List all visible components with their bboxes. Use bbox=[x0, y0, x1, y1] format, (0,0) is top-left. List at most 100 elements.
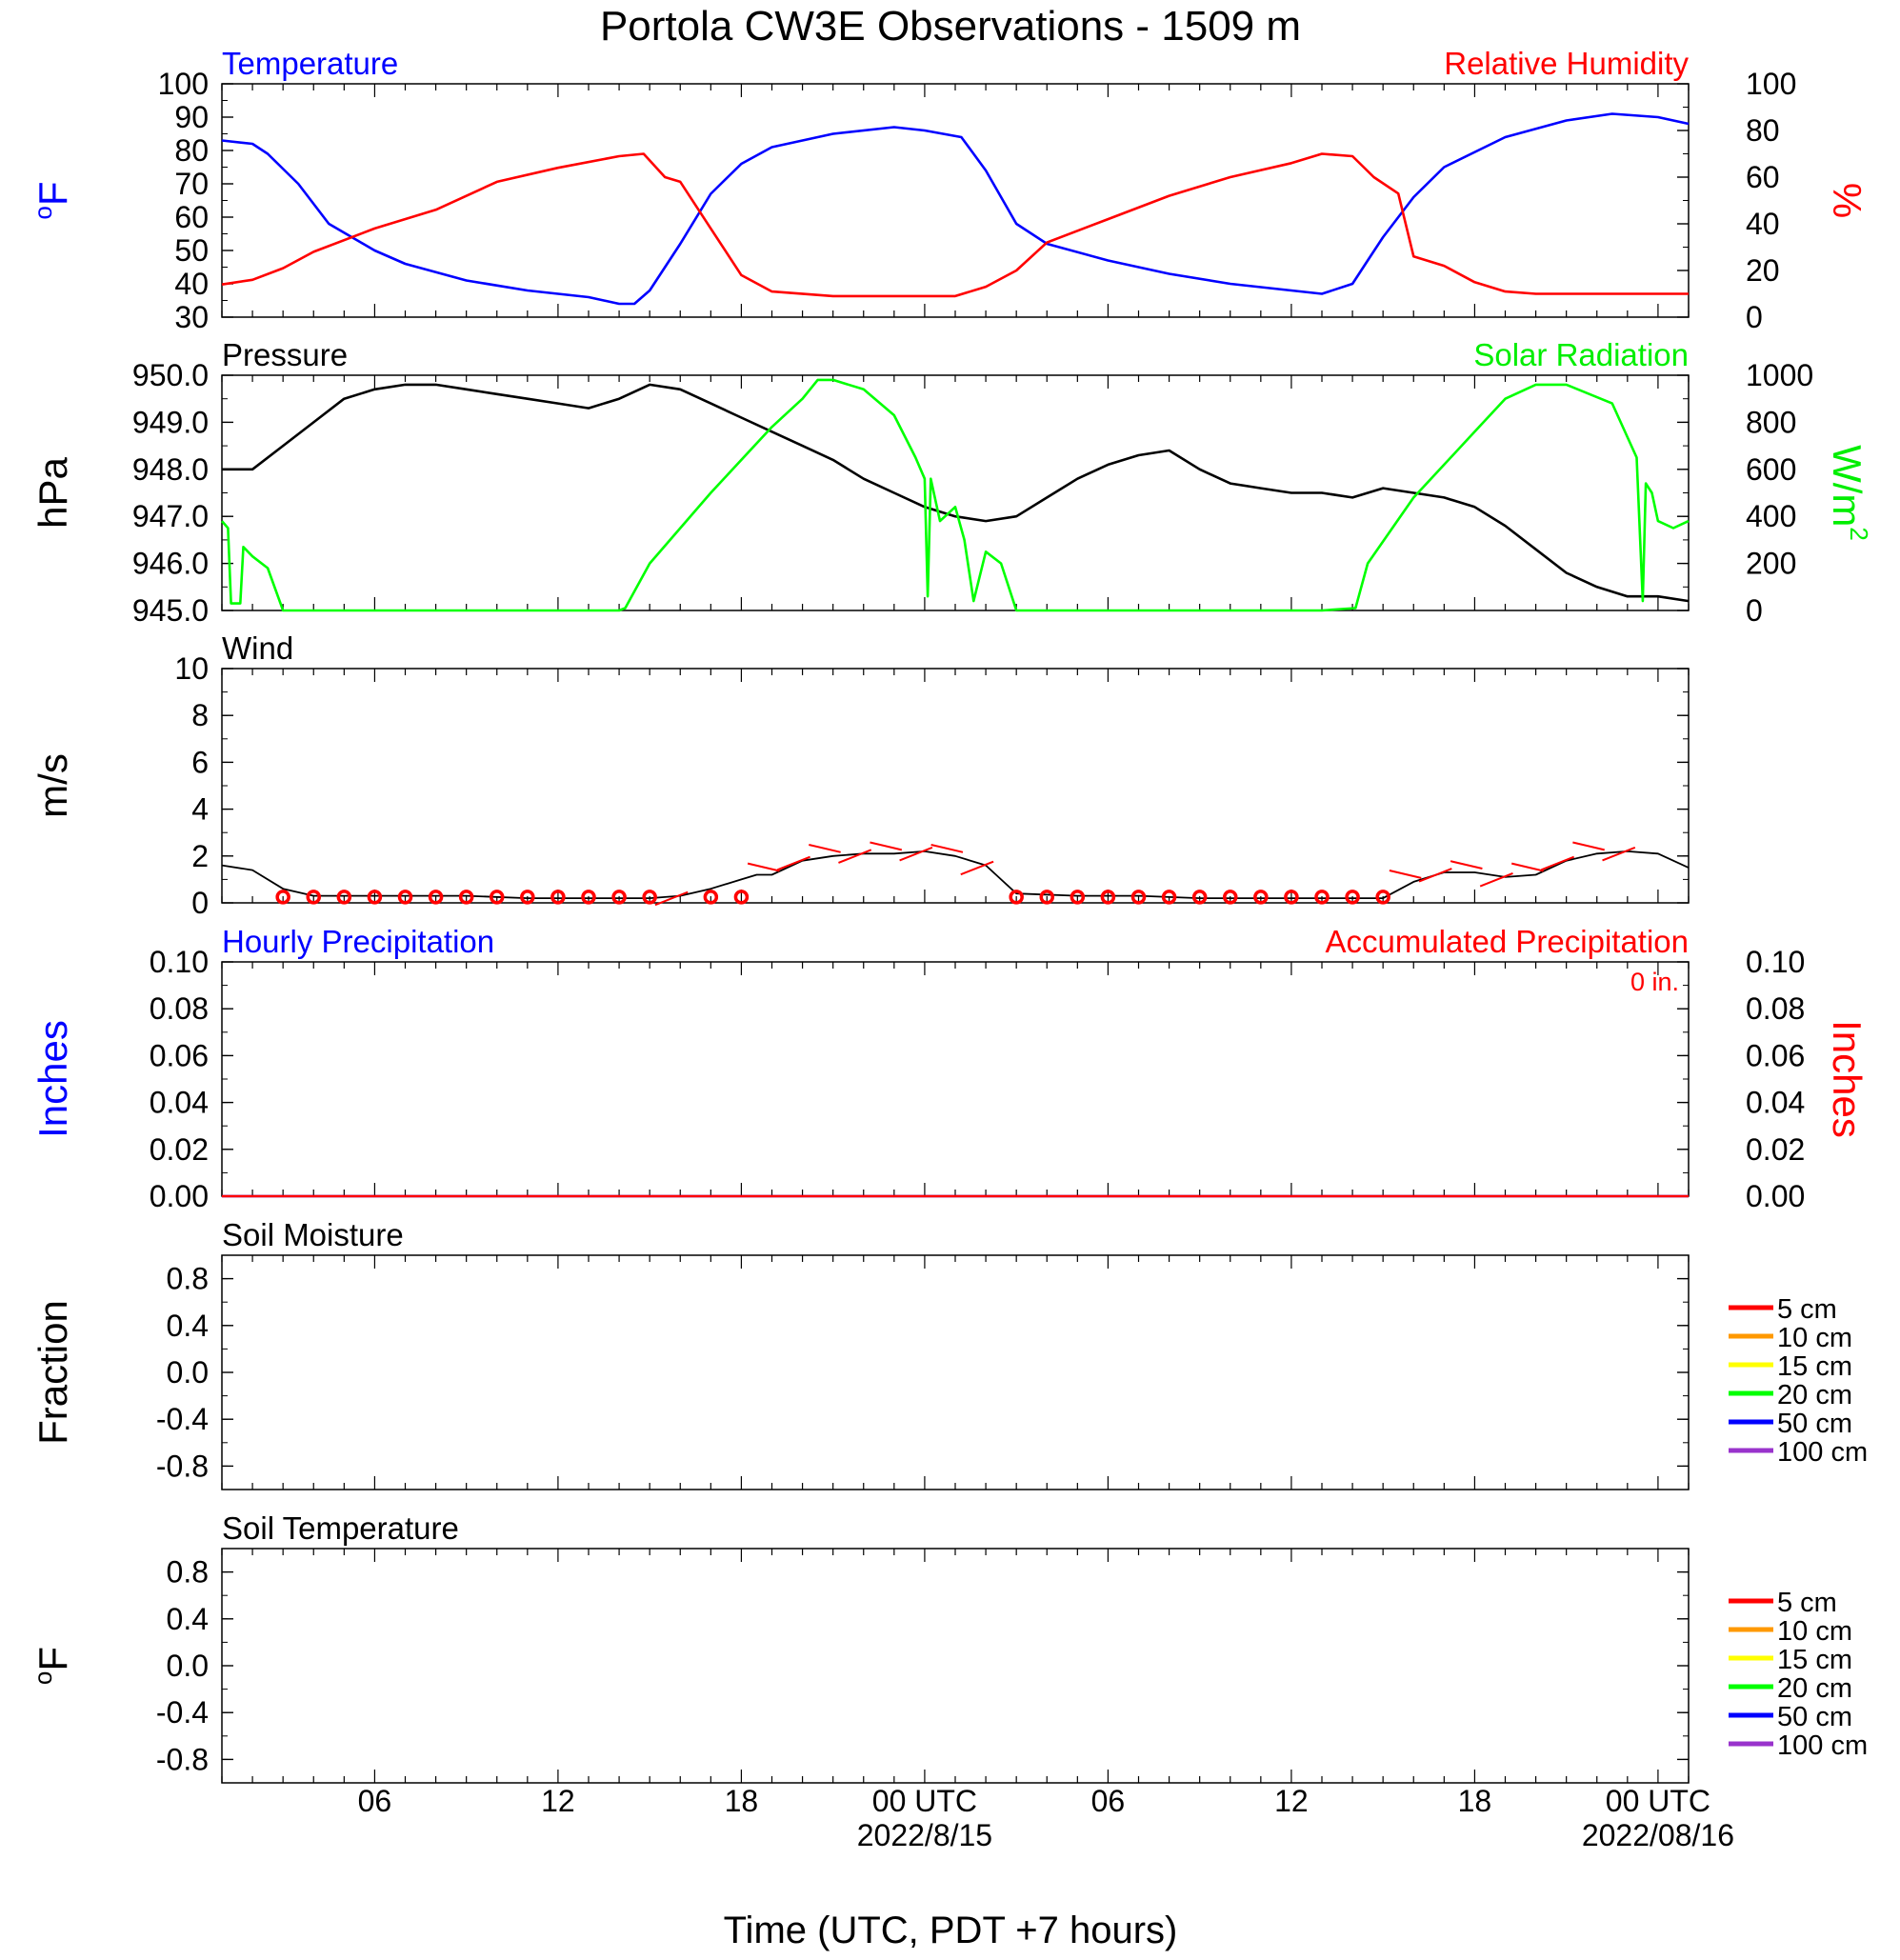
soil-temp-tick-label: 0.4 bbox=[167, 1602, 209, 1636]
calm-wind-marker bbox=[520, 890, 535, 905]
wind-y-label-text: m/s bbox=[30, 753, 75, 818]
solar-right-tick-label: 1000 bbox=[1746, 358, 1813, 392]
rh-right-tick-label: 40 bbox=[1746, 207, 1780, 241]
calm-wind-marker bbox=[1039, 890, 1054, 905]
soil-temp-panel-frame bbox=[221, 1548, 1690, 1784]
soil-temp-legend-label: 50 cm bbox=[1777, 1702, 1852, 1732]
wind-tick-label: 10 bbox=[174, 651, 209, 686]
pressure-tick-label: 945.0 bbox=[132, 593, 209, 628]
soil-moisture-tick-label: -0.4 bbox=[156, 1402, 209, 1436]
soil-moisture-tick-label: 0.0 bbox=[167, 1355, 209, 1390]
calm-wind-marker bbox=[336, 890, 352, 905]
soil-moisture-legend-label: 15 cm bbox=[1777, 1351, 1852, 1382]
panel-title-hourly-precip: Hourly Precipitation bbox=[222, 924, 494, 959]
soil-temp-legend-label: 20 cm bbox=[1777, 1673, 1852, 1704]
wind-barb bbox=[1540, 855, 1575, 871]
temp-tick-label: 90 bbox=[174, 100, 209, 134]
panel-title-pressure: Pressure bbox=[222, 337, 348, 372]
soil-temp-y-label-text: oF bbox=[29, 1647, 75, 1685]
rh-right-tick-label: 100 bbox=[1746, 67, 1796, 101]
soil-moisture-tick-label: 0.4 bbox=[167, 1309, 209, 1343]
wind-tick-label: 8 bbox=[191, 698, 209, 732]
soil-moisture-y-label-text: Fraction bbox=[30, 1300, 75, 1445]
calm-wind-marker bbox=[1284, 890, 1299, 905]
soil-moisture-legend-label: 20 cm bbox=[1777, 1380, 1852, 1410]
solar-right-tick-label: 600 bbox=[1746, 452, 1796, 487]
temp-tick-label: 50 bbox=[174, 233, 209, 268]
chart-title: Portola CW3E Observations - 1509 m bbox=[600, 3, 1301, 50]
soil-temp-legend-label: 5 cm bbox=[1777, 1588, 1837, 1618]
panel-title-wind: Wind bbox=[222, 630, 293, 666]
temperature-line bbox=[221, 112, 1690, 306]
wind-tick-label: 2 bbox=[191, 839, 209, 873]
x-tick-label: 00 UTC bbox=[1606, 1784, 1710, 1818]
soil-temp-tick-label: 0.0 bbox=[167, 1649, 209, 1683]
wind-barb bbox=[1450, 860, 1483, 870]
calm-wind-marker bbox=[1314, 890, 1330, 905]
soil-temp-tick-label: -0.8 bbox=[156, 1742, 209, 1776]
wind-tick-label: 6 bbox=[191, 745, 209, 779]
wind-barb bbox=[1602, 846, 1636, 862]
solar-right-tick-label: 400 bbox=[1746, 499, 1796, 533]
calm-wind-marker bbox=[642, 890, 657, 905]
precip-tick-label: 0.08 bbox=[150, 991, 209, 1026]
panel-title-temperature: Temperature bbox=[222, 46, 398, 81]
precip-right-tick-label: 0.02 bbox=[1746, 1132, 1805, 1167]
soil-moisture-tick-label: 0.8 bbox=[167, 1262, 209, 1296]
precip-left-y-label: Inches bbox=[30, 1020, 75, 1138]
temp-y-label: oF bbox=[29, 181, 75, 219]
soil-moisture-y-label: Fraction bbox=[30, 1300, 75, 1445]
precip-left-y-label-text: Inches bbox=[30, 1020, 75, 1138]
precip-tick-label: 0.10 bbox=[150, 945, 209, 979]
rh-right-tick-label: 80 bbox=[1746, 113, 1780, 148]
panel-title-soil-moisture: Soil Moisture bbox=[222, 1217, 404, 1252]
x-axis-label: Time (UTC, PDT +7 hours) bbox=[724, 1910, 1178, 1951]
x-tick-label: 18 bbox=[1458, 1784, 1492, 1818]
calm-wind-marker bbox=[611, 890, 627, 905]
pressure-y-label-text: hPa bbox=[30, 456, 75, 528]
wind-barb bbox=[1572, 841, 1605, 851]
rh-y-label-text: % bbox=[1825, 183, 1870, 218]
pressure-y-label: hPa bbox=[30, 456, 75, 528]
pressure-solar-panel-frame bbox=[221, 374, 1690, 611]
calm-wind-marker bbox=[1161, 890, 1177, 905]
rh-y-label: % bbox=[1825, 183, 1870, 218]
wind-barb bbox=[1479, 872, 1513, 888]
wind-y-label: m/s bbox=[30, 753, 75, 818]
soil-temp-legend-label: 100 cm bbox=[1777, 1730, 1868, 1761]
precip-tick-label: 0.02 bbox=[150, 1132, 209, 1167]
temp-tick-label: 60 bbox=[174, 200, 209, 234]
wind-barb bbox=[1418, 868, 1452, 883]
precip-right-tick-label: 0.04 bbox=[1746, 1086, 1805, 1120]
x-date-label: 2022/8/15 bbox=[857, 1818, 992, 1852]
calm-wind-marker bbox=[458, 890, 474, 905]
wind-barb bbox=[1389, 870, 1422, 879]
wind-barb bbox=[776, 855, 810, 871]
temp-tick-label: 80 bbox=[174, 133, 209, 168]
calm-wind-marker bbox=[1223, 890, 1238, 905]
calm-wind-marker bbox=[703, 890, 719, 905]
wind-barb bbox=[1510, 862, 1544, 872]
wind-tick-label: 4 bbox=[191, 792, 209, 827]
temp-tick-label: 100 bbox=[158, 67, 209, 101]
wind-barb bbox=[809, 843, 841, 853]
soil-moisture-tick-label: -0.8 bbox=[156, 1449, 209, 1483]
precip-right-tick-label: 0.10 bbox=[1746, 945, 1805, 979]
x-tick-label: 18 bbox=[725, 1784, 759, 1818]
precip-tick-label: 0.04 bbox=[150, 1086, 209, 1120]
rh-right-tick-label: 60 bbox=[1746, 160, 1780, 194]
soil-temp-legend-label: 15 cm bbox=[1777, 1645, 1852, 1675]
solar-right-tick-label: 200 bbox=[1746, 547, 1796, 581]
calm-wind-marker bbox=[428, 890, 444, 905]
calm-wind-marker bbox=[581, 890, 596, 905]
pressure-tick-label: 948.0 bbox=[132, 452, 209, 487]
panel-title-accum-precip: Accumulated Precipitation bbox=[1325, 924, 1689, 959]
soil-moisture-legend-label: 50 cm bbox=[1777, 1409, 1852, 1439]
soil-moisture-panel-frame bbox=[221, 1254, 1690, 1490]
wind-barb bbox=[930, 843, 964, 853]
rh-right-tick-label: 20 bbox=[1746, 253, 1780, 288]
panel-title-soil-temp: Soil Temperature bbox=[222, 1510, 459, 1546]
soil-temp-legend-label: 10 cm bbox=[1777, 1616, 1852, 1647]
pressure-tick-label: 949.0 bbox=[132, 405, 209, 439]
